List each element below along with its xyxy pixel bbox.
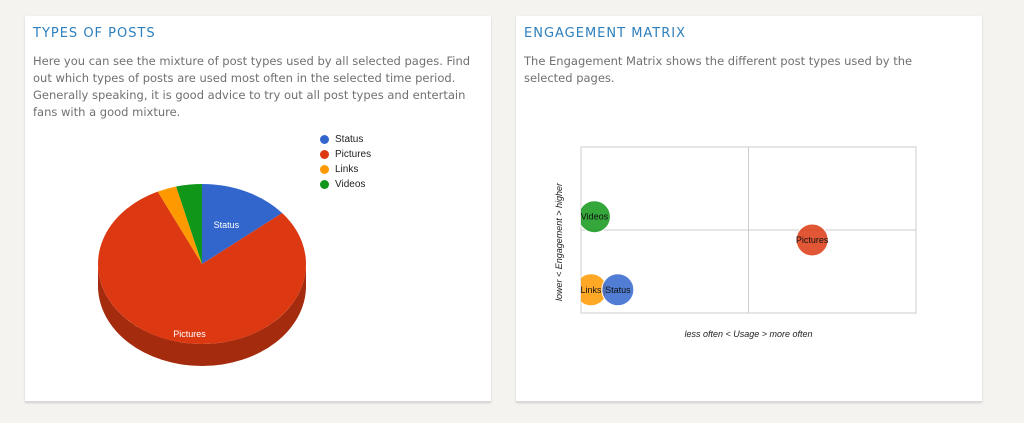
engagement-matrix-card: ENGAGEMENT MATRIX The Engagement Matrix … [516,16,982,402]
legend-swatch [320,165,329,174]
matrix-points: Videos Pictures Links Status [578,200,829,307]
pie-slice-label-pictures: Pictures [173,329,206,339]
post-types-pie-chart: Status Pictures [98,184,307,366]
legend-swatch [320,135,329,144]
matrix-bubble-label-videos: Videos [581,212,609,222]
matrix-bubble-label-links: Links [581,285,603,295]
matrix-bubble-label-status: Status [605,285,631,295]
engagement-matrix-description: The Engagement Matrix shows the differen… [524,54,913,85]
pie-slice-label-status: Status [214,220,240,230]
legend-label: Status [335,134,364,145]
matrix-bubble-label-pictures: Pictures [796,235,829,245]
matrix-bubble-status[interactable] [601,273,635,307]
types-of-posts-description: Here you can see the mixture of post typ… [33,54,471,119]
pie-slice-pictures[interactable] [98,191,307,344]
legend-label: Links [335,164,359,175]
pie-slice-status[interactable] [202,184,283,264]
pie-slice-videos[interactable] [176,184,202,264]
types-of-posts-card: TYPES OF POSTS Here you can see the mixt… [25,16,491,402]
legend-item-videos[interactable]: Videos [320,177,371,192]
legend-item-status[interactable]: Status [320,132,371,147]
matrix-bubble-videos[interactable] [578,200,611,234]
matrix-x-axis-label: less often < Usage > more often [684,329,812,339]
legend-swatch [320,180,329,189]
matrix-y-axis-label: lower < Engagement > higher [554,182,564,301]
engagement-matrix-chart: less often < Usage > more often lower < E… [554,146,917,339]
legend-item-links[interactable]: Links [320,162,371,177]
pie-legend: Status Pictures Links Videos [320,132,371,192]
legend-item-pictures[interactable]: Pictures [320,147,371,162]
types-of-posts-title: TYPES OF POSTS [33,26,156,41]
pie-side-pictures [98,264,306,366]
legend-label: Videos [335,179,366,190]
pie-slice-links[interactable] [157,186,202,264]
legend-swatch [320,150,329,159]
matrix-bubble-pictures[interactable] [795,223,829,257]
legend-label: Pictures [335,149,372,160]
engagement-matrix-title: ENGAGEMENT MATRIX [524,26,687,41]
